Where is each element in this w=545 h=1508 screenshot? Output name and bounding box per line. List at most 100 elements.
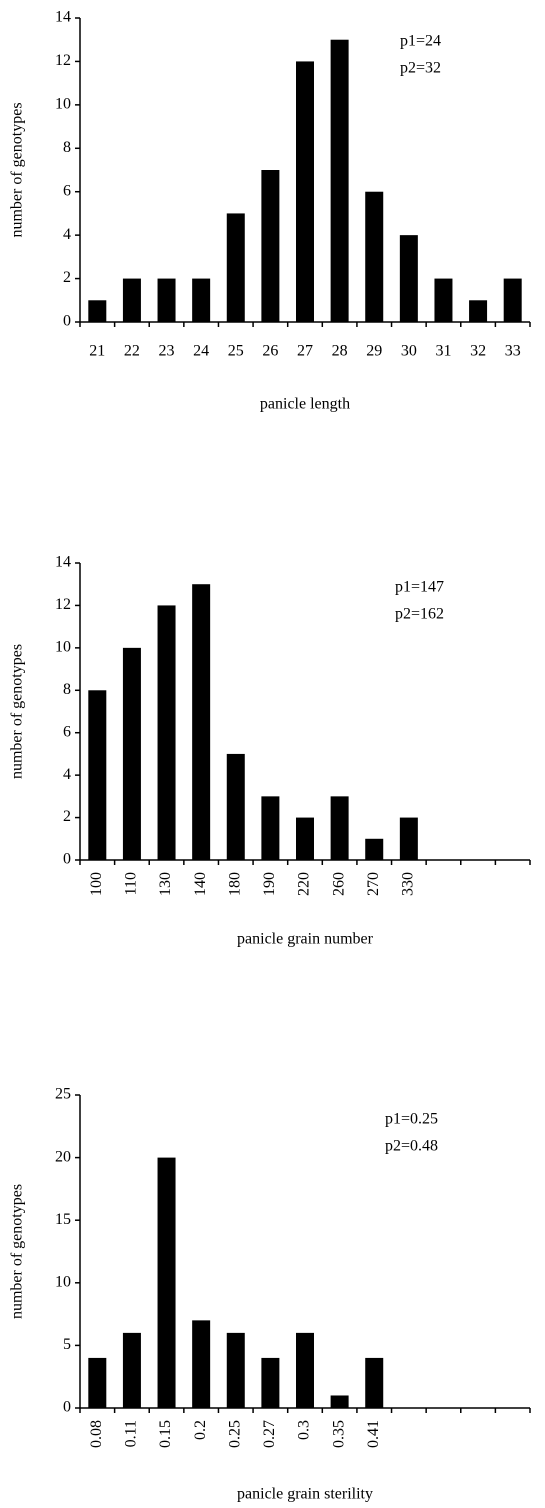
x-tick-label: 0.11: [123, 1420, 140, 1447]
x-tick-label: 21: [89, 343, 105, 360]
y-tick-label: 6: [63, 723, 71, 740]
annotation: p1=0.25: [385, 1111, 438, 1128]
x-tick-label: 130: [157, 872, 174, 896]
y-tick-label: 25: [55, 1086, 71, 1103]
bar: [192, 278, 211, 322]
x-tick-label: 220: [296, 872, 313, 896]
y-axis-label: number of genotypes: [9, 644, 26, 779]
y-tick-label: 14: [55, 554, 71, 571]
x-tick-label: 110: [123, 872, 140, 895]
bar: [330, 796, 349, 860]
bar: [192, 584, 211, 860]
bar: [157, 605, 176, 860]
bar: [365, 838, 384, 860]
annotation: p1=24: [400, 33, 441, 50]
y-axis-label: number of genotypes: [9, 1184, 26, 1319]
annotation: p2=32: [400, 60, 441, 77]
bar: [503, 278, 522, 322]
bar: [261, 170, 280, 322]
x-tick-label: 33: [505, 343, 521, 360]
x-tick-label: 32: [470, 343, 486, 360]
y-tick-label: 5: [63, 1336, 71, 1353]
x-axis-label: panicle grain sterility: [237, 1486, 373, 1503]
bar: [296, 1332, 314, 1408]
y-tick-label: 0: [63, 313, 71, 330]
y-tick-label: 0: [63, 851, 71, 868]
annotation: p2=162: [395, 606, 444, 623]
x-tick-label: 26: [262, 343, 278, 360]
y-tick-label: 0: [63, 1399, 71, 1416]
bar: [88, 1357, 107, 1408]
bar: [157, 1157, 176, 1408]
bar: [226, 213, 245, 322]
x-tick-label: 24: [193, 343, 209, 360]
annotation: p2=0.48: [385, 1138, 438, 1155]
x-tick-label: 0.25: [226, 1420, 243, 1448]
bar: [157, 278, 176, 322]
bar: [365, 1357, 384, 1408]
y-tick-label: 14: [55, 9, 71, 26]
bar: [296, 61, 314, 323]
annotation: p1=147: [395, 579, 444, 596]
bar: [261, 1357, 280, 1408]
x-tick-label: 28: [332, 343, 348, 360]
x-tick-label: 27: [297, 343, 313, 360]
bar: [261, 796, 280, 860]
x-tick-label: 0.3: [296, 1420, 313, 1440]
y-tick-label: 4: [63, 226, 71, 243]
x-tick-label: 330: [400, 872, 417, 896]
bar: [296, 817, 314, 860]
bar: [88, 300, 107, 322]
y-tick-label: 4: [63, 766, 71, 783]
x-tick-label: 29: [366, 343, 382, 360]
x-tick-label: 270: [365, 872, 382, 896]
bar: [122, 1332, 141, 1408]
y-tick-label: 6: [63, 182, 71, 199]
x-tick-label: 25: [228, 343, 244, 360]
bar: [330, 39, 349, 322]
x-tick-label: 140: [192, 872, 209, 896]
bar: [330, 1395, 349, 1408]
x-tick-label: 0.15: [157, 1420, 174, 1448]
y-tick-label: 8: [63, 139, 71, 156]
bar: [226, 753, 245, 860]
y-axis-label: number of genotypes: [9, 102, 26, 237]
y-tick-label: 12: [55, 596, 71, 613]
y-tick-label: 10: [55, 639, 71, 656]
x-tick-label: 0.27: [261, 1420, 278, 1448]
y-tick-label: 12: [55, 52, 71, 69]
x-tick-label: 30: [401, 343, 417, 360]
bar: [226, 1332, 245, 1408]
bar: [192, 1320, 211, 1408]
x-tick-label: 0.35: [330, 1420, 347, 1448]
y-tick-label: 10: [55, 96, 71, 113]
bar: [122, 278, 141, 322]
y-tick-label: 2: [63, 808, 71, 825]
y-tick-label: 8: [63, 681, 71, 698]
y-tick-label: 10: [55, 1273, 71, 1290]
x-tick-label: 100: [88, 872, 105, 896]
x-tick-label: 180: [226, 872, 243, 896]
x-tick-label: 22: [124, 343, 140, 360]
bar: [122, 647, 141, 860]
x-tick-label: 190: [261, 872, 278, 896]
y-tick-label: 20: [55, 1148, 71, 1165]
y-tick-label: 15: [55, 1211, 71, 1228]
x-tick-label: 0.08: [88, 1420, 105, 1448]
bar: [399, 235, 418, 322]
bar: [88, 690, 107, 860]
bar: [399, 817, 418, 860]
bar: [469, 300, 488, 322]
x-axis-label: panicle grain number: [237, 931, 374, 948]
x-tick-label: 23: [159, 343, 175, 360]
x-tick-label: 0.41: [365, 1420, 382, 1448]
x-tick-label: 0.2: [192, 1420, 209, 1440]
x-tick-label: 260: [330, 872, 347, 896]
x-tick-label: 31: [435, 343, 451, 360]
bar: [365, 191, 384, 322]
y-tick-label: 2: [63, 269, 71, 286]
bar: [434, 278, 453, 322]
x-axis-label: panicle length: [260, 396, 350, 413]
